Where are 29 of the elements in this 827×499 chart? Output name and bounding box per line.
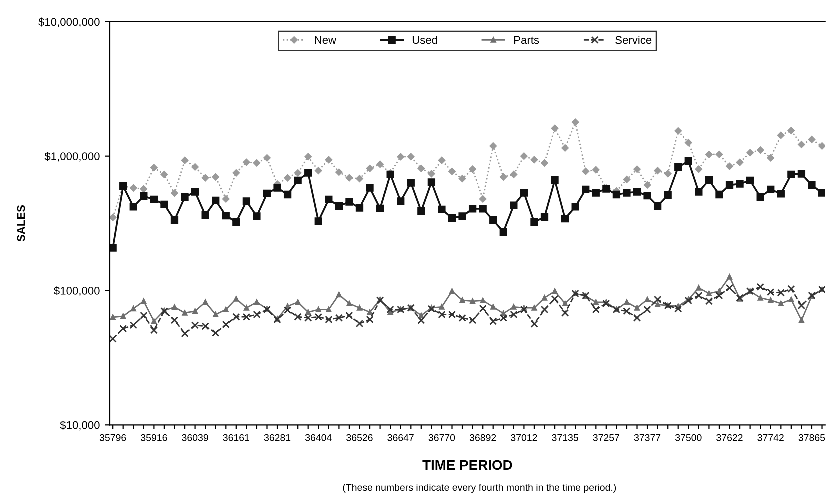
x-tick-label: 36526 xyxy=(346,434,373,442)
x-tick-label: 36039 xyxy=(182,434,208,442)
x-tick-label: 37622 xyxy=(716,434,743,442)
x-tick-label: 36281 xyxy=(264,434,291,442)
x-axis-title: TIME PERIOD xyxy=(422,460,512,470)
x-tick-label: 36770 xyxy=(428,434,456,442)
y-axis-title: SALES xyxy=(17,205,26,242)
text: (These numbers indicate every fourth month in the time period.) xyxy=(343,484,616,494)
x-tick-label: 37500 xyxy=(676,434,702,442)
x-tick-label: 35796 xyxy=(100,434,126,442)
x-tick-label: 37257 xyxy=(593,434,620,442)
legend-label: Parts xyxy=(514,36,540,44)
y-tick-label: $100,000 xyxy=(54,286,100,296)
legend-label: New xyxy=(315,36,337,44)
y-tick-label: $10,000,000 xyxy=(38,18,100,28)
x-tick-label: 37012 xyxy=(511,434,538,442)
y-tick-label: $1,000,000 xyxy=(44,152,100,162)
x-tick-label: 36892 xyxy=(470,434,496,442)
x-tick-label: 37742 xyxy=(758,434,784,442)
x-tick-label: 35916 xyxy=(141,434,168,442)
legend-label: Used xyxy=(412,36,438,44)
x-tick-label: 36647 xyxy=(388,434,414,442)
legend-label: Service xyxy=(616,36,652,44)
x-tick-label: 37135 xyxy=(552,434,578,442)
x-tick-label: 37865 xyxy=(798,434,826,442)
x-tick-label: 36404 xyxy=(305,434,332,442)
y-tick-label: $10,000 xyxy=(60,420,100,431)
x-tick-label: 36161 xyxy=(223,434,250,442)
x-tick-label: 37377 xyxy=(634,434,661,442)
